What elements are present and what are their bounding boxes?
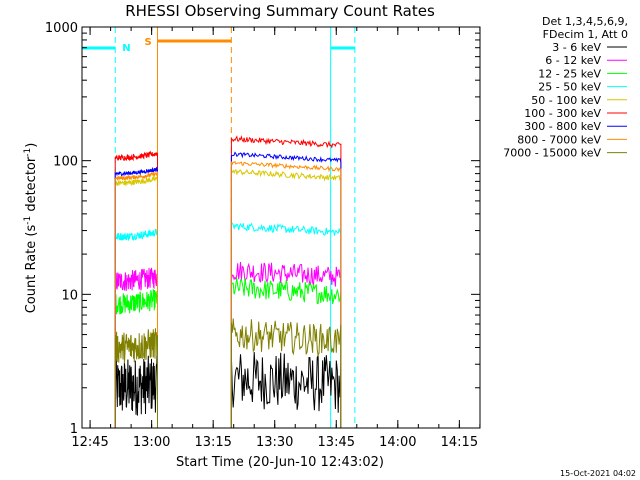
y-label-end: ) <box>24 143 39 148</box>
legend: Det 1,3,4,5,6,9,FDecim 1, Att 03 - 6 keV… <box>503 15 628 160</box>
series-segment <box>230 278 342 428</box>
legend-label: 12 - 25 keV <box>538 67 601 80</box>
series-segment <box>114 328 158 428</box>
series-segment <box>114 166 158 428</box>
y-label-sup1: -1 <box>23 216 33 225</box>
series-segment <box>230 135 342 428</box>
series-segment <box>114 176 158 428</box>
x-tick-label: 14:00 <box>379 435 416 450</box>
series-segment <box>230 220 342 428</box>
x-tick-label: 13:30 <box>256 435 293 450</box>
y-tick-label: 1 <box>70 422 78 437</box>
series-3-6-kev <box>114 351 342 428</box>
series-7000-15000-kev <box>114 318 342 428</box>
series-segment <box>114 267 158 428</box>
legend-label: 50 - 100 keV <box>531 94 601 107</box>
series-segment <box>230 151 342 428</box>
series-segment <box>114 150 158 428</box>
series-25-50-kev <box>114 220 342 428</box>
series-segment <box>114 171 158 428</box>
x-tick-label: 13:15 <box>194 435 231 450</box>
legend-header: FDecim 1, Att 0 <box>543 28 628 41</box>
y-axis: 1 10 100 1000 <box>45 21 480 437</box>
legend-label: 3 - 6 keV <box>552 41 601 54</box>
x-axis-label: Start Time (20-Jun-10 12:43:02) <box>176 455 384 470</box>
night-flag-label: N <box>122 43 130 54</box>
y-tick-label: 1000 <box>45 21 78 36</box>
legend-label: 100 - 300 keV <box>524 107 601 120</box>
x-tick-label: 13:00 <box>133 435 170 450</box>
series-lines <box>114 135 342 428</box>
observing-flags: NS <box>82 27 356 428</box>
legend-label: 7000 - 15000 keV <box>503 147 601 160</box>
series-6-12-kev <box>114 261 342 428</box>
series-300-800-kev <box>114 151 342 428</box>
legend-label: 6 - 12 keV <box>545 54 601 67</box>
saa-flag-label: S <box>144 37 151 48</box>
y-axis-label: Count Rate (s-1 detector-1) <box>23 143 39 314</box>
series-50-100-kev <box>114 168 342 428</box>
series-segment <box>114 354 158 428</box>
legend-label: 300 - 800 keV <box>524 120 601 133</box>
x-tick-label: 14:15 <box>441 435 478 450</box>
series-segment <box>230 318 342 428</box>
x-axis: 12:45 13:00 13:15 13:30 13:45 14:00 14:15 <box>71 27 481 450</box>
series-segment <box>230 168 342 428</box>
series-segment <box>230 160 342 428</box>
legend-label: 800 - 7000 keV <box>517 133 601 146</box>
series-segment <box>230 261 342 428</box>
series-segment <box>114 228 158 428</box>
legend-header: Det 1,3,4,5,6,9, <box>542 15 628 28</box>
y-label-sup2: -1 <box>23 148 33 157</box>
x-tick-label: 13:45 <box>318 435 355 450</box>
timestamp-label: 15-Oct-2021 04:02 <box>560 469 636 478</box>
y-label-mid: detector <box>24 156 39 216</box>
series-800-7000-kev <box>114 160 342 428</box>
y-tick-label: 100 <box>53 155 78 170</box>
series-segment <box>230 351 342 428</box>
y-label-main: Count Rate (s <box>24 225 39 314</box>
series-12-25-kev <box>114 278 342 428</box>
series-segment <box>114 288 158 428</box>
y-tick-label: 10 <box>61 288 78 303</box>
chart-title: RHESSI Observing Summary Count Rates <box>125 2 435 20</box>
x-tick-label: 12:45 <box>71 435 108 450</box>
series-100-300-kev <box>114 135 342 428</box>
plot-frame <box>81 26 481 429</box>
legend-label: 25 - 50 keV <box>538 81 601 94</box>
